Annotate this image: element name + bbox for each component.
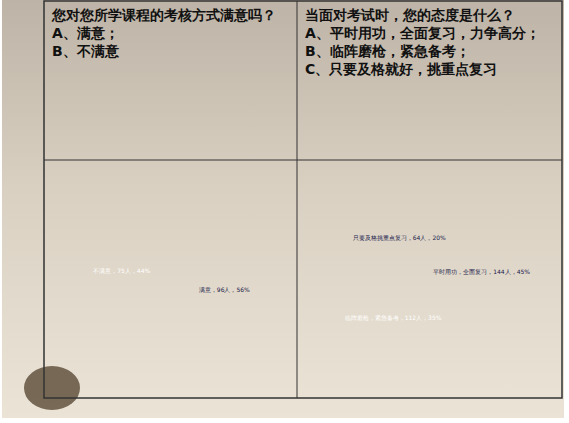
- question-title: 当面对考试时，您的态度是什么？: [305, 6, 556, 24]
- answer-option: C、只要及格就好，挑重点复习: [305, 60, 556, 78]
- data-labels: 满意，96人，56% 不满意，75人，44%: [93, 267, 250, 294]
- question-title: 您对您所学课程的考核方式满意吗？: [52, 6, 291, 24]
- data-label: 平时用功，全面复习，144人，45%: [433, 268, 530, 275]
- answer-option: A、满意；: [52, 24, 291, 42]
- data-label: 只要及格挑重点复习，64人，20%: [353, 234, 446, 241]
- slide-background: [2, 0, 564, 418]
- answer-option: B、临阵磨枪，紧急备考；: [305, 42, 556, 60]
- question-block: 当面对考试时，您的态度是什么？A、平时用功，全面复习，力争高分；B、临阵磨枪，紧…: [305, 6, 556, 78]
- table-frame: [44, 1, 562, 398]
- shell-decoration: [24, 366, 80, 410]
- table-border: [44, 1, 562, 398]
- answer-option: A、平时用功，全面复习，力争高分；: [305, 24, 556, 42]
- data-label: 不满意，75人，44%: [93, 267, 150, 274]
- data-labels: 平时用功，全面复习，144人，45% 临阵磨枪，紧急备考，112人，35% 只要及格…: [345, 234, 531, 320]
- row-divider: [44, 160, 562, 161]
- data-label: 满意，96人，56%: [199, 286, 250, 293]
- question-block: 您对您所学课程的考核方式满意吗？A、满意；B、不满意: [52, 6, 291, 60]
- answer-option: B、不满意: [52, 42, 291, 60]
- column-divider: [297, 1, 298, 398]
- page-background: [0, 0, 569, 423]
- data-label: 临阵磨枪，紧急备考，112人，35%: [345, 314, 442, 321]
